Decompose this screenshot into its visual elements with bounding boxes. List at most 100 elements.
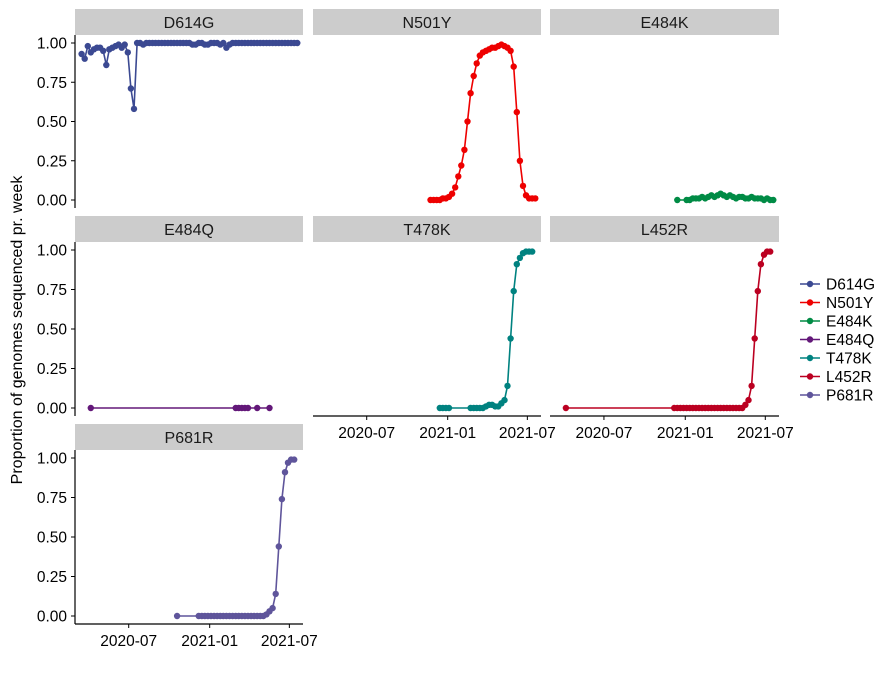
y-tick-label: 1.00 xyxy=(37,36,68,53)
facet-panel-t478k: T478K 2020-07 2021-01 2021-07 xyxy=(313,216,556,442)
data-point xyxy=(269,604,276,612)
legend-label: L452R xyxy=(826,369,872,386)
x-tick-label: 2020-07 xyxy=(338,425,395,442)
data-point xyxy=(751,335,758,342)
facet-panel-p681r: P681R 0.00 0.25 0.50 0.75 1.00 2020-07 2021-01 2… xyxy=(37,424,318,650)
data-point xyxy=(452,184,459,191)
data-point xyxy=(767,248,774,255)
x-tick-label: 2021-01 xyxy=(181,633,238,650)
facet-strip xyxy=(75,216,303,242)
data-point xyxy=(100,47,107,54)
data-point xyxy=(519,182,527,190)
data-point xyxy=(470,72,477,80)
y-tick-label: 0.75 xyxy=(37,282,67,299)
data-point xyxy=(504,382,511,390)
facet-strip-label: E484Q xyxy=(164,222,214,239)
data-point xyxy=(458,162,465,169)
data-point xyxy=(87,404,95,412)
legend-key-point xyxy=(806,354,814,362)
data-point xyxy=(757,261,765,268)
data-point xyxy=(220,39,227,47)
data-point xyxy=(455,173,462,180)
y-tick-label: 0.00 xyxy=(37,609,68,626)
legend-label: N501Y xyxy=(826,295,873,312)
legend-key-point xyxy=(806,373,814,380)
x-tick-label: 2020-07 xyxy=(575,425,632,442)
legend-key-point xyxy=(806,299,814,306)
y-tick-label: 1.00 xyxy=(37,243,68,260)
data-point xyxy=(473,60,480,67)
x-tick-label: 2021-07 xyxy=(261,633,318,650)
data-point xyxy=(516,254,524,262)
data-point xyxy=(507,47,514,54)
data-point xyxy=(501,396,508,404)
data-point xyxy=(529,248,536,255)
legend-label: D614G xyxy=(826,277,875,294)
x-tick-label: 2021-01 xyxy=(657,425,714,442)
data-point xyxy=(254,404,261,412)
legend-key-point xyxy=(806,391,814,399)
data-point xyxy=(510,287,517,295)
data-point xyxy=(294,39,301,47)
data-point xyxy=(81,55,88,62)
data-point xyxy=(510,63,517,70)
facet-strip xyxy=(313,216,541,242)
facet-strip-label: T478K xyxy=(403,222,450,239)
facet-strip-label: D614G xyxy=(164,15,215,32)
facet-strip xyxy=(550,9,779,35)
data-point xyxy=(127,85,135,92)
data-point xyxy=(461,146,468,153)
data-point xyxy=(507,335,514,342)
data-point xyxy=(275,543,282,550)
facet-panel-d614g: D614G 0.00 0.25 0.50 0.75 1.00 xyxy=(37,9,303,210)
data-point xyxy=(674,196,681,204)
data-point xyxy=(745,396,752,404)
series-line xyxy=(80,41,298,110)
facet-panel-n501y: N501Y xyxy=(313,9,541,204)
legend-label: T478K xyxy=(826,351,872,368)
y-tick-label: 0.25 xyxy=(37,361,67,378)
y-tick-label: 0.50 xyxy=(37,114,68,131)
x-tick-label: 2021-01 xyxy=(419,425,476,442)
y-tick-label: 0.00 xyxy=(37,401,68,418)
y-axis-title: Proportion of genomes sequenced pr. week xyxy=(9,175,26,485)
data-point xyxy=(748,382,755,390)
legend-label: P681R xyxy=(826,388,873,405)
series-line xyxy=(430,43,536,201)
facet-panel-l452r: L452R 2020-07 2021-01 2021-07 xyxy=(550,216,794,442)
legend-key-point xyxy=(806,317,814,325)
data-point xyxy=(244,404,252,412)
legend-label: E484K xyxy=(826,314,873,331)
y-tick-label: 0.25 xyxy=(37,153,67,170)
facet-strip xyxy=(75,424,303,450)
data-point xyxy=(467,90,474,97)
data-point xyxy=(272,590,279,598)
x-tick-label: 2020-07 xyxy=(100,633,157,650)
legend-label: E484Q xyxy=(826,332,874,349)
y-tick-label: 0.75 xyxy=(37,75,67,92)
data-point xyxy=(121,41,128,48)
y-tick-label: 0.25 xyxy=(37,569,67,586)
legend-key-point xyxy=(806,280,814,288)
facet-strip-label: P681R xyxy=(165,430,214,447)
data-point xyxy=(124,49,131,56)
y-tick-label: 0.50 xyxy=(37,530,68,547)
series-line xyxy=(565,250,771,409)
data-point xyxy=(281,469,289,476)
data-point xyxy=(445,404,453,412)
series-line xyxy=(439,250,533,409)
x-tick-label: 2021-07 xyxy=(737,425,794,442)
y-tick-label: 0.75 xyxy=(37,490,67,507)
data-point xyxy=(464,118,471,125)
data-point xyxy=(84,42,92,50)
data-point xyxy=(770,196,777,204)
x-tick-label: 2021-07 xyxy=(499,425,556,442)
data-point xyxy=(562,404,570,412)
data-point xyxy=(513,108,520,116)
facet-strip xyxy=(75,9,303,35)
y-tick-label: 1.00 xyxy=(37,451,68,468)
data-point xyxy=(278,495,286,503)
data-point xyxy=(130,105,138,113)
